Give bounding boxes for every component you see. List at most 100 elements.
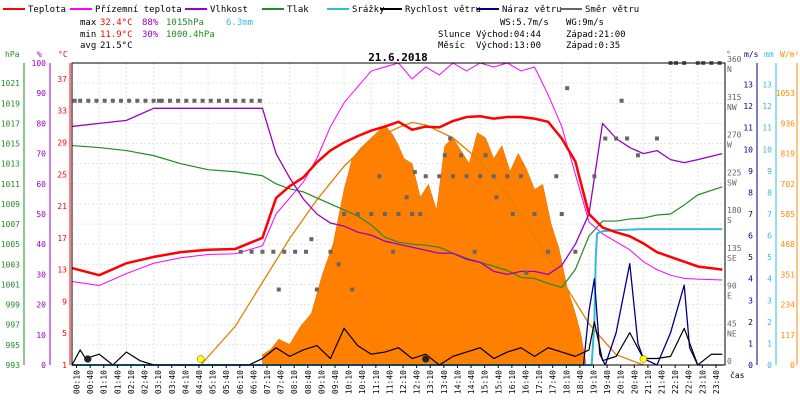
wind-direction-point — [635, 153, 640, 158]
wind-direction-point — [450, 174, 455, 179]
wind-speed-axis-tick-label: 0 — [748, 361, 753, 370]
wind-direction-point — [309, 237, 314, 242]
wind-direction-point — [603, 136, 608, 141]
wind-direction-point — [494, 195, 499, 200]
series-wind-gust-line — [72, 262, 723, 366]
x-tick-label: 21:40 — [658, 370, 667, 394]
wind-direction-point — [72, 98, 77, 103]
humidity-axis-tick-label: 30 — [36, 270, 46, 279]
stat-max-label: max — [80, 18, 97, 28]
x-tick-label: 19:10 — [589, 370, 598, 394]
wind-direction-point — [102, 98, 107, 103]
wind-direction-axis-tick-label: 225 — [727, 168, 742, 177]
unit-ms: m/s — [744, 50, 759, 59]
rain-axis-tick-label: 2 — [767, 318, 772, 327]
wind-speed-axis-tick-label: 6 — [748, 232, 753, 241]
info-moonset: Západ:0:35 — [566, 41, 620, 51]
wind-direction-point — [336, 262, 341, 267]
x-tick-label: 06:10 — [236, 370, 245, 394]
wind-direction-point — [592, 174, 597, 179]
wind-direction-point — [328, 249, 333, 254]
legend-label-6: Náraz větru — [502, 5, 562, 15]
x-tick-label: 21:10 — [644, 370, 653, 394]
wind-direction-point — [448, 136, 453, 141]
sunrise-marker — [196, 355, 205, 363]
info-sun-label: Slunce — [438, 30, 471, 40]
wind-direction-axis-tick-label: 180 — [727, 206, 742, 215]
solar-axis-tick-label: 0 — [790, 361, 795, 370]
solar-axis-tick-label: 468 — [781, 240, 796, 249]
temperature-axis-tick-label: 21 — [57, 202, 67, 211]
pressure-axis-tick-label: 993 — [6, 361, 21, 370]
sun-moon-info: WS:5.7m/s WG:9m/s Slunce Východ:04:44 Zá… — [438, 18, 626, 51]
wind-direction-point — [159, 98, 164, 103]
rain-axis-tick-label: 11 — [762, 124, 772, 133]
wind-direction-point — [118, 98, 123, 103]
axis-units: hPa % °C ° m/s mm W/m² čas — [5, 50, 799, 380]
pressure-axis-tick-label: 999 — [6, 301, 21, 310]
wind-direction-axis-tick-label: 360 — [727, 55, 742, 64]
solar-axis-tick-label: 585 — [781, 210, 796, 219]
x-tick-label: 16:40 — [521, 370, 530, 394]
pressure-axis-tick-label: 1007 — [1, 220, 20, 229]
wind-direction-point — [654, 136, 659, 141]
temperature-axis-tick-label: 29 — [57, 138, 67, 147]
unit-degrees: ° — [726, 50, 731, 59]
x-tick-label: 18:40 — [576, 370, 585, 394]
x-tick-label: 22:40 — [685, 370, 694, 394]
humidity-axis-tick-label: 70 — [36, 150, 46, 159]
wind-speed-axis-tick-label: 7 — [748, 210, 753, 219]
x-tick-label: 02:10 — [127, 370, 136, 394]
x-tick-label: 01:40 — [113, 370, 122, 394]
wind-direction-point — [573, 249, 578, 254]
wind-direction-point — [249, 98, 254, 103]
plot-frame — [71, 62, 726, 366]
wind-direction-point — [271, 249, 276, 254]
wind-direction-point — [483, 153, 488, 158]
wind-speed-axis-tick-label: 9 — [748, 167, 753, 176]
wind-speed-axis-tick-label: 11 — [743, 124, 753, 133]
wind-direction-point — [350, 287, 355, 292]
rain-axis-tick-label: 1 — [767, 339, 772, 348]
pressure-axis-tick-label: 1005 — [1, 240, 20, 249]
stat-avg-temp: 21.5°C — [100, 41, 133, 51]
stat-min-label: min — [80, 30, 96, 40]
wind-direction-point — [404, 195, 409, 200]
humidity-axis-tick-label: 50 — [36, 210, 46, 219]
x-tick-label: 04:10 — [181, 370, 190, 394]
pressure-axis-tick-label: 1017 — [1, 119, 20, 128]
wind-speed-axis-tick-label: 5 — [748, 253, 753, 262]
wind-direction-point — [135, 98, 140, 103]
wind-speed-axis-tick-label: 13 — [743, 81, 753, 90]
x-tick-label: 17:10 — [535, 370, 544, 394]
temperature-axis-tick-label: 33 — [57, 107, 67, 116]
info-moon-label: Měsíc — [438, 41, 465, 51]
moonrise-marker — [421, 355, 430, 363]
wind-direction-point — [157, 98, 162, 103]
wind-direction-point — [143, 98, 148, 103]
wind-direction-point — [472, 249, 477, 254]
wind-direction-point — [208, 98, 213, 103]
stat-max-humidity: 88% — [142, 18, 159, 28]
stat-rain-total: 6.3mm — [226, 18, 253, 28]
wind-direction-point — [619, 98, 624, 103]
rain-axis-tick-label: 7 — [767, 210, 772, 219]
wind-direction-point — [377, 174, 382, 179]
wind-direction-point — [78, 98, 83, 103]
x-tick-label: 14:10 — [453, 370, 462, 394]
wind-direction-axis-tick-label: E — [727, 292, 732, 301]
x-tick-label: 13:40 — [440, 370, 449, 394]
rain-axis-tick-label: 0 — [767, 361, 772, 370]
wind-direction-point — [559, 212, 564, 216]
humidity-axis-tick-label: 40 — [36, 240, 46, 249]
stat-max-temp: 32.4°C — [100, 18, 133, 28]
x-tick-label: 08:40 — [304, 370, 313, 394]
wind-direction-point — [86, 98, 91, 103]
legend-label-2: Vlhkost — [210, 5, 248, 15]
solar-axis-tick-label: 234 — [781, 301, 796, 310]
stat-avg-label: avg — [80, 41, 96, 51]
wind-direction-axis-tick-label: 45 — [727, 319, 737, 328]
pressure-axis-tick-label: 995 — [6, 341, 21, 350]
wind-direction-point — [412, 170, 417, 175]
